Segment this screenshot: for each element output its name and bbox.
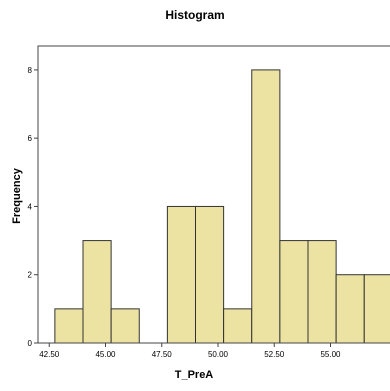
histogram-bar-8 (279, 240, 309, 344)
x-tick-label-2: 47.50 (152, 350, 173, 359)
x-axis-title: T_PreA (175, 369, 214, 381)
chart-title: Histogram (165, 8, 225, 22)
bars-group (54, 69, 390, 344)
histogram-bar-6 (223, 308, 253, 344)
histogram-bar-9 (307, 240, 337, 344)
y-tick-label-3: 6 (28, 134, 33, 143)
histogram-bar-1 (82, 240, 112, 344)
x-tick-label-3: 50.00 (208, 350, 229, 359)
x-tick-label-4: 52.50 (264, 350, 285, 359)
x-tick-label-1: 45.00 (95, 350, 116, 359)
histogram-bar-5 (195, 205, 225, 344)
y-axis-title: Frequency (11, 167, 23, 224)
histogram-bar-0 (54, 308, 84, 344)
axes-group: 0 2 4 6 8 42.50 45.00 47.50 50.00 52.50 55.00 (28, 45, 390, 359)
y-tick-label-4: 8 (28, 66, 33, 75)
histogram-bar-2 (110, 308, 140, 344)
y-tick-label-0: 0 (28, 339, 33, 348)
histogram-bar-11 (363, 274, 390, 344)
y-tick-label-1: 2 (28, 271, 33, 280)
y-tick-label-2: 4 (28, 202, 33, 211)
histogram-bar-7 (251, 69, 281, 344)
histogram-bar-10 (335, 274, 365, 344)
x-tick-label-5: 55.00 (320, 350, 341, 359)
x-tick-label-0: 42.50 (39, 350, 60, 359)
histogram-bar-4 (166, 205, 196, 344)
